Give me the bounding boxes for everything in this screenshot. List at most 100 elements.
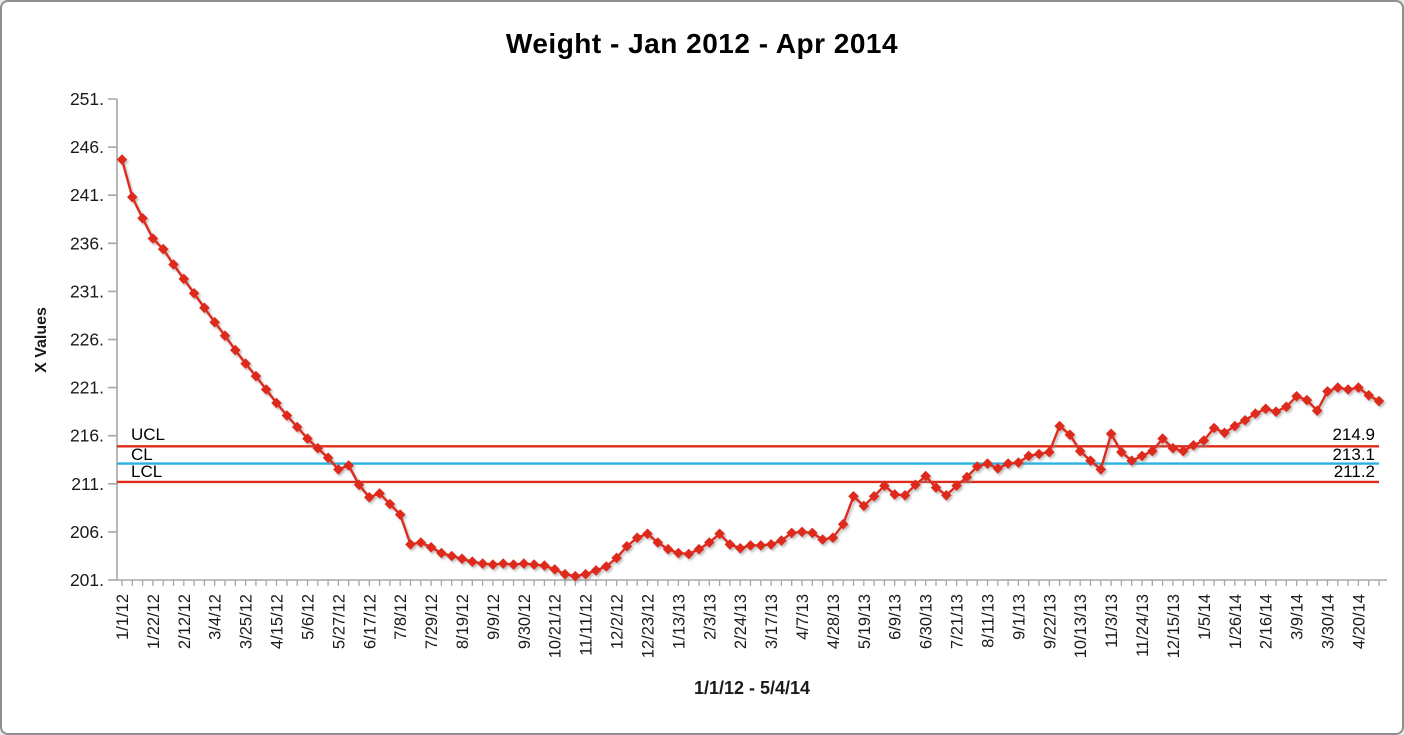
data-point-marker: [807, 527, 818, 539]
cl-value: 213.1: [1332, 445, 1375, 464]
x-tick-label: 12/23/12: [640, 594, 658, 658]
data-point-marker: [415, 537, 427, 548]
data-point-marker: [1332, 382, 1344, 393]
data-point-marker: [456, 553, 468, 565]
data-point-marker: [508, 559, 519, 570]
data-point-marker: [601, 561, 612, 572]
data-point-marker: [343, 460, 354, 471]
y-tick-label: 201.: [70, 570, 104, 590]
x-axis-title: 1/1/12 - 5/4/14: [693, 678, 811, 698]
x-tick-label: 11/24/13: [1134, 594, 1152, 657]
lcl-value: 211.2: [1333, 462, 1375, 481]
data-point-marker: [858, 500, 870, 512]
data-point-marker: [899, 490, 911, 501]
x-tick-label: 2/16/14: [1258, 594, 1276, 649]
data-point-marker: [580, 568, 591, 580]
data-point-marker: [724, 539, 736, 550]
data-point-marker: [1095, 464, 1107, 475]
data-point-marker: [1167, 442, 1179, 454]
x-tick-label: 9/1/13: [1010, 594, 1028, 640]
data-point-marker: [260, 384, 272, 395]
data-point-marker: [827, 532, 839, 543]
x-tick-label: 5/27/12: [330, 594, 348, 649]
y-tick-label: 211.: [71, 474, 104, 494]
data-point-marker: [662, 543, 674, 555]
data-point-marker: [693, 543, 705, 555]
data-point-marker: [281, 410, 293, 421]
x-axis-ticks: [121, 580, 1380, 586]
data-point-marker: [549, 564, 560, 575]
x-tick-label: 12/2/12: [609, 594, 627, 649]
data-point-marker: [1126, 455, 1137, 466]
x-axis-labels: 1/1/12 1/22/12 2/12/12 3/4/12 3/25/12 4/15/12…: [114, 594, 1368, 658]
data-point-marker: [704, 537, 715, 548]
y-tick-label: 216.: [70, 426, 104, 446]
data-point-marker: [425, 542, 437, 553]
data-point-marker: [817, 534, 828, 545]
control-lines: [117, 445, 1379, 484]
y-tick-label: 246.: [70, 137, 104, 157]
data-point-marker: [230, 344, 241, 356]
x-tick-label: 1/22/12: [145, 594, 163, 649]
x-tick-label: 11/11/12: [578, 594, 596, 656]
data-point-marker: [1157, 433, 1168, 444]
data-point-marker: [364, 492, 375, 503]
data-point-marker: [394, 509, 406, 520]
data-point-marker: [734, 543, 746, 554]
data-point-marker: [1311, 405, 1323, 416]
x-tick-label: 2/3/13: [701, 594, 719, 640]
axis-lines: [116, 99, 1387, 581]
data-point-marker: [1322, 386, 1333, 397]
data-point-marker: [590, 565, 602, 576]
x-tick-label: 9/22/13: [1041, 594, 1059, 649]
x-tick-label: 10/21/12: [547, 594, 565, 658]
data-point-marker: [333, 464, 344, 475]
data-point-marker: [497, 558, 509, 569]
data-point-marker: [1105, 428, 1117, 440]
x-tick-label: 3/25/12: [238, 594, 256, 649]
x-tick-label: 3/17/13: [763, 594, 781, 649]
x-tick-label: 1/13/13: [670, 594, 688, 649]
data-point-marker: [941, 490, 952, 501]
y-tick-label: 221.: [70, 378, 104, 398]
data-point-marker: [992, 463, 1004, 474]
x-tick-label: 2/24/13: [732, 594, 750, 649]
y-tick-label: 241.: [70, 185, 104, 205]
x-tick-label: 8/19/12: [454, 594, 472, 649]
data-point-marker: [1002, 458, 1014, 469]
data-point-marker: [1074, 445, 1086, 457]
x-tick-label: 1/1/12: [114, 594, 132, 640]
data-point-marker: [209, 316, 220, 328]
data-point-marker: [786, 527, 797, 539]
data-point-marker: [1023, 450, 1034, 462]
data-point-marker: [868, 491, 880, 502]
data-point-marker: [1208, 422, 1220, 434]
data-point-marker: [199, 302, 210, 314]
data-point-marker: [1260, 403, 1271, 415]
data-point-marker: [1353, 382, 1364, 393]
data-point-marker: [353, 479, 365, 491]
data-point-marker: [178, 273, 190, 285]
data-point-marker: [1291, 391, 1302, 402]
data-point-marker: [467, 556, 478, 567]
data-point-marker: [374, 488, 385, 499]
data-point-marker: [1044, 446, 1055, 458]
data-point-marker: [147, 233, 159, 244]
y-tick-label: 231.: [70, 281, 104, 301]
data-point-marker: [322, 452, 334, 464]
x-tick-label: 7/8/12: [392, 594, 410, 640]
data-point-marker: [168, 259, 179, 270]
data-point-marker: [1147, 445, 1158, 457]
series-line: [120, 159, 1380, 578]
data-point-marker: [1239, 415, 1251, 426]
x-tick-label: 2/12/12: [176, 594, 194, 649]
data-point-marker: [714, 528, 725, 540]
data-point-marker: [487, 559, 499, 570]
x-tick-label: 4/7/13: [794, 594, 812, 640]
data-point-marker: [570, 570, 581, 582]
data-point-marker: [889, 489, 900, 500]
data-point-marker: [1229, 420, 1241, 432]
cl-label: CL: [131, 445, 153, 464]
data-point-marker: [1054, 420, 1065, 432]
